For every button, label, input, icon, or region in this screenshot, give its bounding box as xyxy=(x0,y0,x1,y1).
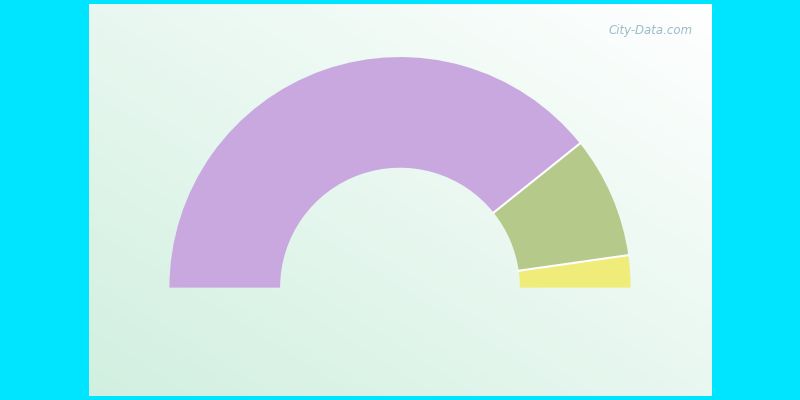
Text: City-Data.com: City-Data.com xyxy=(609,24,693,37)
Wedge shape xyxy=(518,255,630,288)
Wedge shape xyxy=(494,144,628,271)
Wedge shape xyxy=(170,57,580,288)
